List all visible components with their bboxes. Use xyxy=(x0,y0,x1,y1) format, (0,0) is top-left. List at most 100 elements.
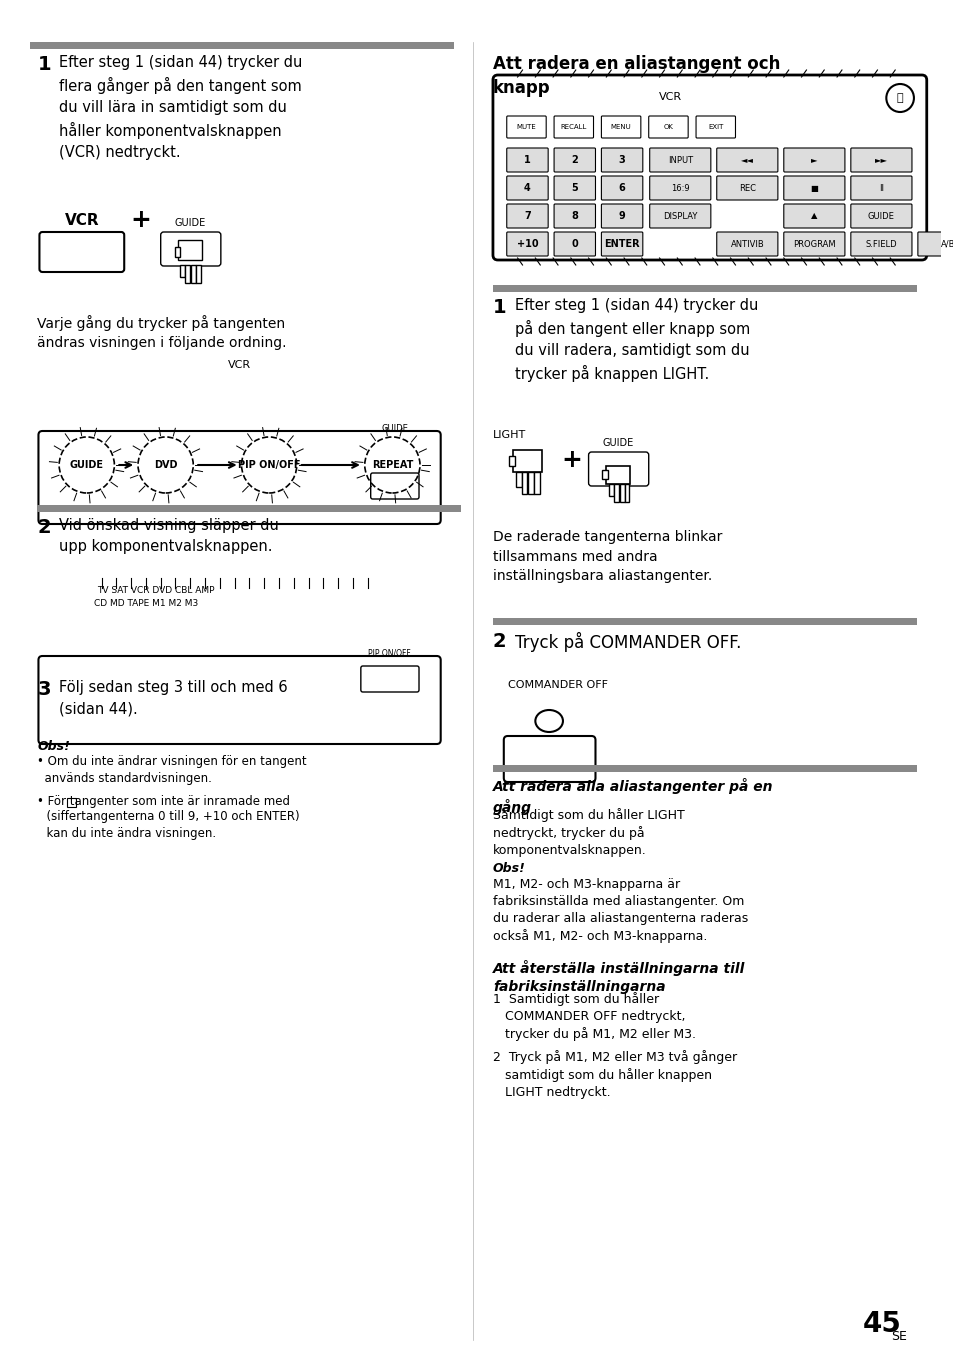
Text: DISPLAY: DISPLAY xyxy=(662,212,697,220)
Text: Följ sedan steg 3 till och med 6
(sidan 44).: Följ sedan steg 3 till och med 6 (sidan … xyxy=(59,680,288,716)
FancyBboxPatch shape xyxy=(600,232,642,256)
FancyBboxPatch shape xyxy=(649,204,710,228)
FancyBboxPatch shape xyxy=(783,148,844,172)
FancyBboxPatch shape xyxy=(503,735,595,782)
Text: REC: REC xyxy=(738,183,755,193)
FancyBboxPatch shape xyxy=(649,176,710,199)
Text: • Om du inte ändrar visningen för en tangent
  används standardvisningen.: • Om du inte ändrar visningen för en tan… xyxy=(37,754,307,784)
Text: 5: 5 xyxy=(571,183,578,193)
Text: 1  Samtidigt som du håller
   COMMANDER OFF nedtryckt,
   trycker du på M1, M2 e: 1 Samtidigt som du håller COMMANDER OFF … xyxy=(493,992,696,1041)
Text: A/B: A/B xyxy=(941,239,953,248)
Text: 4: 4 xyxy=(523,183,530,193)
FancyBboxPatch shape xyxy=(783,232,844,256)
Text: Vid önskad visning släpper du
upp komponentvalsknappen.: Vid önskad visning släpper du upp kompon… xyxy=(59,518,278,554)
Text: COMMANDER OFF: COMMANDER OFF xyxy=(507,680,607,689)
Text: 3: 3 xyxy=(37,680,51,699)
Bar xyxy=(493,617,916,626)
Text: EXIT: EXIT xyxy=(707,123,722,130)
Text: Efter steg 1 (sidan 44) trycker du
flera gånger på den tangent som
du vill lära : Efter steg 1 (sidan 44) trycker du flera… xyxy=(59,56,302,160)
FancyBboxPatch shape xyxy=(493,75,925,261)
Text: DVD: DVD xyxy=(153,460,177,470)
FancyBboxPatch shape xyxy=(600,204,642,228)
FancyBboxPatch shape xyxy=(554,115,593,138)
FancyBboxPatch shape xyxy=(554,232,595,256)
Text: ◄◄: ◄◄ xyxy=(740,156,753,164)
Text: GUIDE: GUIDE xyxy=(70,460,104,470)
FancyBboxPatch shape xyxy=(506,176,548,199)
FancyBboxPatch shape xyxy=(649,148,710,172)
FancyBboxPatch shape xyxy=(783,176,844,199)
Text: 1: 1 xyxy=(37,56,51,75)
FancyBboxPatch shape xyxy=(506,232,548,256)
FancyBboxPatch shape xyxy=(554,148,595,172)
FancyBboxPatch shape xyxy=(360,666,418,692)
Text: Att radera en aliastangent och
knapp: Att radera en aliastangent och knapp xyxy=(493,56,780,96)
FancyBboxPatch shape xyxy=(67,798,76,807)
Polygon shape xyxy=(508,456,514,465)
Polygon shape xyxy=(191,265,195,284)
Text: PIP ON/OFF: PIP ON/OFF xyxy=(237,460,300,470)
FancyBboxPatch shape xyxy=(850,176,911,199)
Text: RECALL: RECALL xyxy=(560,123,586,130)
Text: 1: 1 xyxy=(493,299,506,318)
Text: II: II xyxy=(878,183,883,193)
Text: Obs!: Obs! xyxy=(37,740,71,753)
Polygon shape xyxy=(512,451,541,472)
Text: GUIDE: GUIDE xyxy=(602,438,633,448)
Text: Tryck på COMMANDER OFF.: Tryck på COMMANDER OFF. xyxy=(514,632,740,653)
Text: ENTER: ENTER xyxy=(603,239,639,248)
Polygon shape xyxy=(178,240,202,261)
Text: Varje gång du trycker på tangenten
ändras visningen i följande ordning.: Varje gång du trycker på tangenten ändra… xyxy=(37,315,287,350)
Text: TV SAT VCR DVD CBL AMP: TV SAT VCR DVD CBL AMP xyxy=(97,585,214,594)
Polygon shape xyxy=(613,484,618,502)
Text: 1: 1 xyxy=(523,155,530,166)
Text: PIP ON/OFF: PIP ON/OFF xyxy=(368,649,411,658)
Text: 45: 45 xyxy=(862,1310,902,1338)
FancyBboxPatch shape xyxy=(506,148,548,172)
Text: 3: 3 xyxy=(618,155,625,166)
FancyBboxPatch shape xyxy=(716,176,777,199)
FancyBboxPatch shape xyxy=(716,148,777,172)
FancyBboxPatch shape xyxy=(38,432,440,524)
FancyBboxPatch shape xyxy=(506,115,546,138)
Text: REPEAT: REPEAT xyxy=(372,460,413,470)
FancyBboxPatch shape xyxy=(850,148,911,172)
Polygon shape xyxy=(608,484,613,497)
Text: 9: 9 xyxy=(618,210,625,221)
Text: ■: ■ xyxy=(809,183,818,193)
Text: CD MD TAPE M1 M2 M3: CD MD TAPE M1 M2 M3 xyxy=(93,598,198,608)
Text: De raderade tangenterna blinkar
tillsammans med andra
inställningsbara aliastang: De raderade tangenterna blinkar tillsamm… xyxy=(493,531,721,584)
Bar xyxy=(493,285,916,292)
Text: ⏻: ⏻ xyxy=(896,94,902,103)
Text: +: + xyxy=(560,448,581,472)
Text: MUTE: MUTE xyxy=(517,123,536,130)
Text: 6: 6 xyxy=(618,183,625,193)
Text: ►►: ►► xyxy=(874,156,887,164)
Text: S.FIELD: S.FIELD xyxy=(864,239,896,248)
Polygon shape xyxy=(195,265,200,284)
Polygon shape xyxy=(619,484,624,502)
Polygon shape xyxy=(515,472,521,487)
Text: +10: +10 xyxy=(517,239,537,248)
Polygon shape xyxy=(185,265,190,284)
Text: Att återställa inställningarna till
fabriksinställningarna: Att återställa inställningarna till fabr… xyxy=(493,959,744,995)
Text: 16:9: 16:9 xyxy=(670,183,689,193)
Text: GUIDE: GUIDE xyxy=(867,212,894,220)
Text: +: + xyxy=(131,208,152,232)
Text: VCR: VCR xyxy=(659,92,681,102)
Bar xyxy=(493,765,916,772)
Text: 2: 2 xyxy=(493,632,506,651)
Text: 7: 7 xyxy=(523,210,530,221)
FancyBboxPatch shape xyxy=(554,176,595,199)
Text: Obs!: Obs! xyxy=(493,862,525,875)
Text: OK: OK xyxy=(662,123,673,130)
Polygon shape xyxy=(521,472,527,494)
Text: LIGHT: LIGHT xyxy=(493,430,526,440)
Polygon shape xyxy=(601,470,608,479)
FancyBboxPatch shape xyxy=(600,115,640,138)
Polygon shape xyxy=(534,472,539,494)
Bar xyxy=(37,505,461,512)
Text: ►: ► xyxy=(810,156,817,164)
FancyBboxPatch shape xyxy=(648,115,687,138)
FancyBboxPatch shape xyxy=(783,204,844,228)
